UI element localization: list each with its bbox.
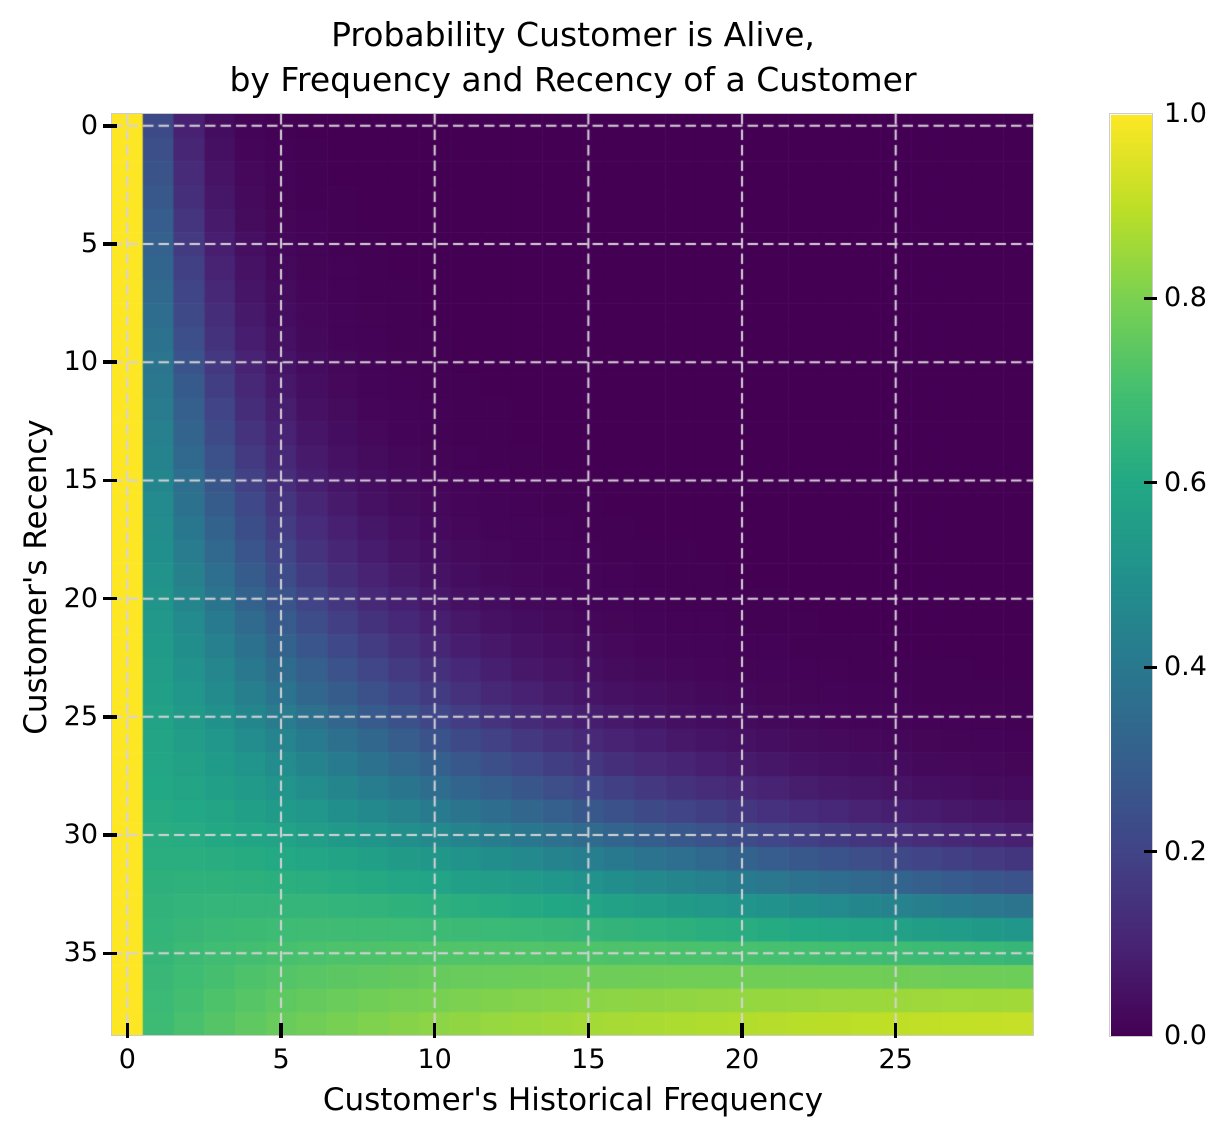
- colorbar-tick-mark: [1144, 296, 1157, 300]
- y-tick-label: 35: [63, 937, 98, 969]
- colorbar-tick-mark: [1144, 481, 1157, 485]
- y-tick-mark: [103, 951, 117, 955]
- y-tick-label: 0: [80, 109, 98, 141]
- x-tick-label: 20: [724, 1044, 760, 1075]
- y-tick-label: 5: [80, 228, 98, 260]
- y-tick-label: 30: [63, 819, 98, 851]
- y-tick-mark: [103, 715, 117, 719]
- y-tick-mark: [103, 478, 117, 483]
- colorbar-tick-label: 0.6: [1164, 466, 1207, 498]
- colorbar-tick-label: 0.8: [1164, 282, 1207, 314]
- x-tick-mark: [432, 1023, 437, 1038]
- colorbar-tick-label: 0.4: [1164, 651, 1207, 683]
- x-tick-mark: [740, 1023, 744, 1038]
- y-tick-label: 25: [63, 700, 98, 732]
- x-tick-mark: [586, 1023, 591, 1038]
- colorbar-tick-label: 1.0: [1164, 98, 1207, 129]
- x-tick-mark: [279, 1023, 283, 1038]
- x-axis-label: Customer's Historical Frequency: [322, 1082, 824, 1118]
- x-tick-mark: [893, 1023, 898, 1038]
- y-tick-mark: [103, 242, 117, 246]
- heatmap-canvas: [112, 114, 1034, 1036]
- colorbar-tick-label: 0.0: [1164, 1020, 1207, 1051]
- colorbar-canvas: [1110, 114, 1152, 1036]
- x-tick-label: 10: [417, 1044, 452, 1075]
- colorbar-tick-label: 0.2: [1164, 835, 1207, 867]
- x-tick-label: 5: [272, 1044, 290, 1075]
- y-tick-mark: [103, 124, 117, 128]
- y-tick-mark: [103, 596, 117, 601]
- y-tick-label: 10: [63, 346, 98, 378]
- x-tick-label: 0: [118, 1044, 136, 1075]
- x-tick-label: 15: [571, 1044, 606, 1075]
- chart-title: Probability Customer is Alive, by Freque…: [112, 12, 1034, 102]
- x-tick-label: 25: [878, 1044, 913, 1075]
- colorbar-tick-mark: [1144, 665, 1157, 669]
- y-tick-mark: [103, 833, 117, 837]
- y-tick-mark: [103, 360, 117, 364]
- y-axis-label: Customer's Recency: [18, 419, 54, 735]
- colorbar-tick-mark: [1144, 850, 1157, 854]
- y-tick-label: 20: [63, 582, 98, 614]
- y-tick-label: 15: [63, 464, 98, 496]
- x-tick-mark: [125, 1023, 130, 1038]
- chart-title-line-2: by Frequency and Recency of a Customer: [229, 60, 917, 99]
- chart-title-line-1: Probability Customer is Alive,: [331, 15, 815, 54]
